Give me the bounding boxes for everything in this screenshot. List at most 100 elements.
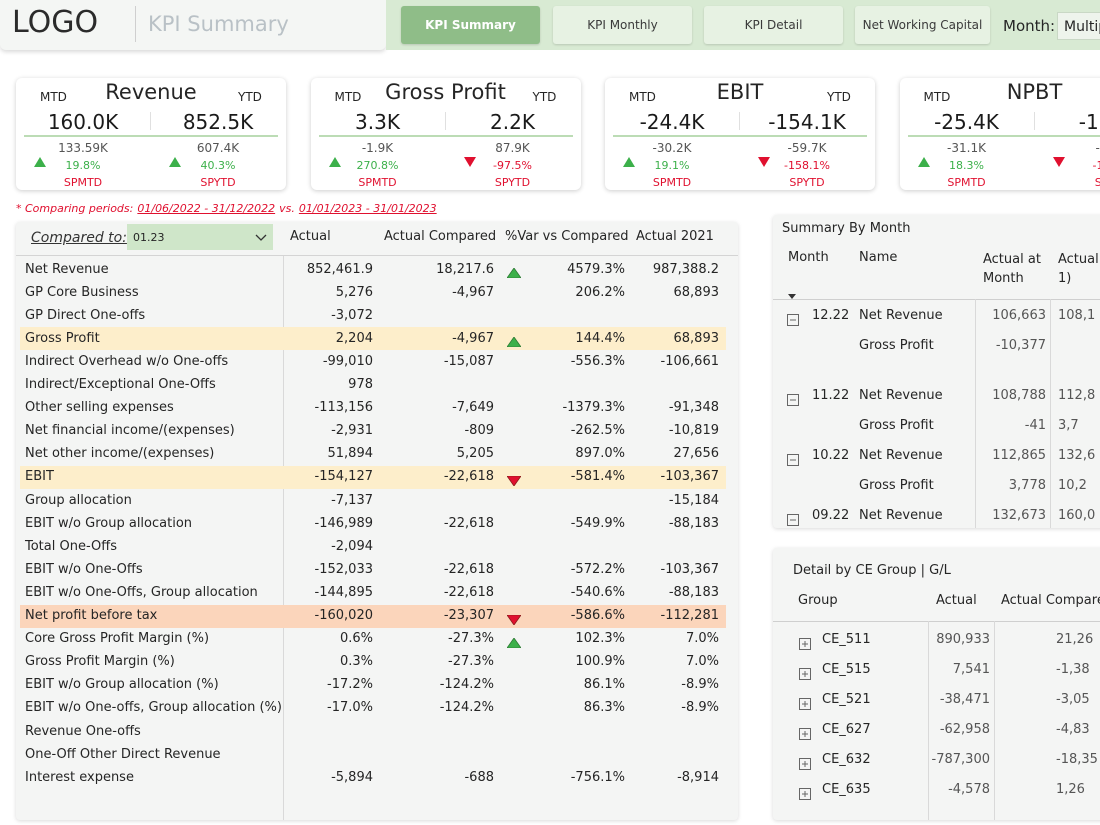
triangle — [328, 157, 341, 167]
tab-label: KPI Summary — [425, 18, 516, 32]
plus-box[interactable] — [799, 668, 811, 680]
month-dropdown[interactable]: Multip — [1057, 12, 1100, 40]
cell: -4,967 — [452, 330, 494, 346]
column-header: Actual Compare — [1001, 593, 1100, 608]
mtd-label: MTD — [629, 90, 656, 104]
ytd-value: 2.2K — [490, 110, 535, 134]
ytd-ref: SPYTD — [789, 176, 825, 189]
ytd-prev: 607.4K — [196, 141, 240, 155]
nav-tab[interactable]: Net Working Capital — [855, 6, 990, 44]
down-indicator — [506, 471, 522, 487]
column-header: Actual — [936, 593, 977, 608]
row-name: GP Direct One-offs — [25, 307, 146, 323]
cell: 0.6% — [339, 631, 373, 647]
cell: -5,894 — [331, 769, 373, 785]
sort-arrow — [788, 285, 796, 299]
plus-box[interactable] — [799, 788, 811, 800]
triangle — [506, 614, 522, 626]
cell: 5,205 — [456, 446, 494, 462]
row-name: Group allocation — [25, 492, 132, 508]
up-indicator — [169, 152, 181, 167]
cell: 68,893 — [673, 330, 720, 346]
cell: 108,788 — [992, 388, 1046, 403]
triangle — [506, 636, 522, 648]
triangle — [758, 157, 770, 167]
card-separator — [739, 112, 740, 130]
row-name: Core Gross Profit Margin (%) — [25, 631, 210, 647]
cell: 86.1% — [583, 677, 625, 693]
nav-tab[interactable]: KPI Summary — [401, 6, 540, 44]
plus-box[interactable] — [799, 728, 811, 740]
ytd-label: YTD — [827, 90, 851, 104]
up-indicator — [506, 332, 522, 348]
row-name: Other selling expenses — [25, 400, 174, 416]
cell: -1,38 — [1056, 662, 1090, 677]
mtd-prev: -31.1K — [947, 141, 986, 155]
row-name: Indirect/Exceptional One-Offs — [25, 377, 216, 392]
group-name: CE_511 — [822, 632, 871, 647]
minus-box[interactable] — [787, 454, 799, 466]
logo: LOGO — [12, 5, 99, 40]
plus-box[interactable] — [799, 638, 811, 650]
mtd-label: MTD — [40, 90, 67, 104]
row-highlight — [20, 465, 726, 489]
row-name: Net Revenue — [859, 448, 943, 463]
row-highlight — [20, 604, 726, 628]
card-separator — [444, 112, 446, 130]
chevron — [255, 234, 267, 241]
up-indicator — [506, 633, 522, 648]
cell: -3,05 — [1056, 692, 1090, 707]
down-indicator — [758, 152, 770, 167]
nav-tab[interactable]: KPI Detail — [704, 6, 843, 44]
row-name: EBIT w/o Group allocation (%) — [25, 677, 219, 693]
up-indicator — [623, 152, 635, 167]
cell: 3,778 — [1008, 478, 1046, 493]
comparing-note: * Comparing periods: 01/06/2022 - 31/12/2… — [16, 201, 437, 217]
kpi-card: MTDNPBTYTD-25.4K-160-31.1K18.3%SPMTD-6-1… — [899, 78, 1100, 190]
cell: -91,348 — [668, 400, 719, 416]
minus-box[interactable] — [787, 314, 799, 326]
nav-tab[interactable]: KPI Monthly — [553, 6, 692, 44]
row-name: EBIT w/o Group allocation — [25, 515, 193, 531]
cell: 102.3% — [575, 631, 625, 647]
cell: 144.4% — [575, 330, 625, 346]
cell: -23,307 — [443, 608, 494, 623]
mtd-pct: 19.8% — [65, 159, 101, 172]
minus-box[interactable] — [787, 514, 799, 526]
plus-box[interactable] — [799, 758, 811, 770]
card-rule — [24, 135, 278, 137]
row-name: Net Revenue — [859, 388, 943, 403]
compared-dropdown[interactable]: 01.23 — [127, 224, 273, 250]
cell: -3,072 — [331, 307, 373, 323]
triangle — [623, 157, 635, 167]
triangle — [917, 157, 930, 167]
expand-icon — [799, 695, 811, 710]
cell: -688 — [464, 769, 494, 785]
group-name: CE_635 — [822, 782, 871, 797]
ytd-ref: SPYTD — [494, 176, 531, 189]
note-label: * Comparing periods: — [16, 202, 134, 215]
cell: -154,127 — [314, 469, 373, 485]
ytd-pct: -14 — [1092, 159, 1100, 172]
row-name: Net profit before tax — [25, 608, 158, 623]
mtd-ref: SPMTD — [63, 176, 103, 189]
cell: -103,367 — [660, 561, 719, 577]
cell: -4,967 — [452, 284, 494, 300]
down-indicator — [1052, 152, 1065, 167]
minus-box[interactable] — [787, 394, 799, 406]
kpi-card: MTD EBIT YTD -24.4K -154.1K -30.2K 19.1% SPMTD -… — [605, 78, 875, 190]
ytd-pct: -158.1% — [784, 159, 830, 172]
row-name: Net other income/(expenses) — [25, 446, 215, 462]
cell: -62,958 — [939, 722, 990, 737]
cell: -152,033 — [314, 561, 373, 577]
column-header: Group — [798, 593, 838, 608]
plus-box[interactable] — [799, 698, 811, 710]
row-highlight — [20, 327, 726, 351]
column-rule — [994, 621, 995, 820]
column-rule — [975, 299, 976, 528]
kpi-title: EBIT — [716, 80, 764, 104]
column-header: Month — [788, 250, 829, 265]
cell: -41 — [1024, 418, 1046, 433]
column-header: Actual Compared — [384, 229, 497, 244]
header-rule — [16, 255, 738, 256]
